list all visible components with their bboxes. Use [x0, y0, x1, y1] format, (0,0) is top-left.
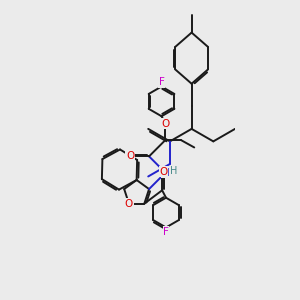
Text: O: O	[125, 199, 133, 209]
Text: O: O	[161, 119, 169, 129]
Text: N: N	[161, 168, 169, 178]
Text: O: O	[160, 167, 168, 177]
Text: F: F	[159, 77, 164, 87]
Text: O: O	[126, 152, 134, 161]
Text: F: F	[163, 227, 169, 237]
Text: H: H	[170, 166, 177, 176]
